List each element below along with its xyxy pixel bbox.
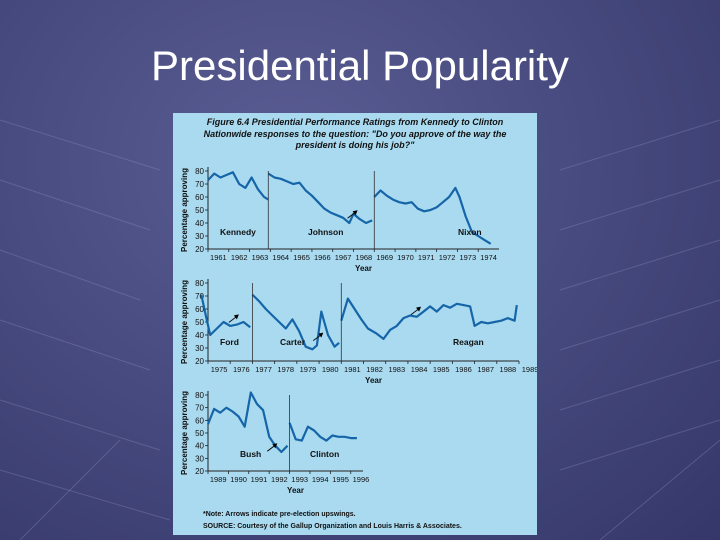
y-tick-label: 60 [195,193,204,202]
pre-election-arrowhead [318,332,324,338]
x-tick-label: 1975 [211,365,228,374]
approval-charts: 20 30 40 50 60 70 80 Percentage approving 1961 19… [180,167,537,495]
series-line-johnson [267,172,373,225]
x-tick-label: 1991 [251,475,268,484]
x-tick-label: 1972 [439,253,456,262]
x-tick-label: 1966 [314,253,331,262]
y-axis-label: Percentage approving [180,280,189,364]
x-tick-label: 1961 [210,253,227,262]
figure-caption: Figure 6.4 Presidential Performance Rati… [206,117,504,127]
y-tick-label: 50 [195,318,204,327]
y-tick-label: 30 [195,344,204,353]
series-label-johnson: Johnson [308,227,343,237]
x-tick-label: 1968 [356,253,373,262]
x-tick-label: 1989 [522,365,537,374]
x-tick-label: 1983 [388,365,405,374]
series-label-carter: Carter [280,337,306,347]
x-tick-label: 1990 [230,475,247,484]
figure-panel: Figure 6.4 Presidential Performance Rati… [173,113,537,535]
series-label-kennedy: Kennedy [220,227,256,237]
x-tick-label: 1993 [291,475,308,484]
x-tick-label: 1978 [277,365,294,374]
x-tick-label: 1963 [252,253,269,262]
y-tick-label: 70 [195,180,204,189]
figure-source: SOURCE: Courtesy of the Gallup Organizat… [203,523,462,530]
y-tick-label: 80 [195,167,204,176]
x-tick-label: 1986 [455,365,472,374]
x-axis-label: Year [355,264,372,273]
series-line-reagan [340,297,518,340]
x-axis-label: Year [365,376,382,385]
series-line-clinton [288,422,357,442]
series-line-nixon [373,186,492,245]
series-label-ford: Ford [220,337,239,347]
x-tick-label: 1977 [255,365,272,374]
x-tick-label: 1989 [210,475,227,484]
pre-election-arrowhead [233,314,239,320]
x-tick-label: 1985 [433,365,450,374]
x-axis-label: Year [287,486,304,495]
y-tick-label: 80 [195,279,204,288]
x-tick-label: 1996 [353,475,370,484]
pre-election-arrowhead [352,210,358,216]
pre-election-arrowhead [272,443,278,449]
y-tick-label: 30 [195,454,204,463]
figure-note: *Note: Arrows indicate pre-election upsw… [203,511,356,518]
y-axis-label: Percentage approving [180,391,189,475]
x-tick-label: 1962 [231,253,248,262]
figure-caption-question: Nationwide responses to the question: "D… [203,129,507,139]
x-tick-label: 1981 [344,365,361,374]
series-line-kennedy [207,171,269,201]
series-line-bush [206,391,289,454]
y-axis-label: Percentage approving [180,168,189,252]
y-tick-label: 20 [195,467,204,476]
y-tick-label: 60 [195,416,204,425]
figure-caption-question-end: president is doing his job?" [295,140,415,150]
series-label-nixon: Nixon [458,227,482,237]
y-tick-label: 60 [195,305,204,314]
x-tick-label: 1982 [366,365,383,374]
x-tick-label: 1992 [271,475,288,484]
y-tick-label: 70 [195,292,204,301]
y-tick-label: 20 [195,245,204,254]
x-tick-label: 1965 [293,253,310,262]
y-tick-label: 30 [195,232,204,241]
y-tick-label: 50 [195,206,204,215]
series-label-clinton: Clinton [310,449,339,459]
x-tick-label: 1980 [322,365,339,374]
x-tick-label: 1969 [376,253,393,262]
x-tick-label: 1973 [459,253,476,262]
y-tick-label: 40 [195,219,204,228]
y-tick-label: 40 [195,442,204,451]
y-tick-label: 20 [195,357,204,366]
series-label-reagan: Reagan [453,337,484,347]
y-tick-label: 80 [195,391,204,400]
slide-title: Presidential Popularity [151,42,569,89]
x-tick-label: 1970 [397,253,414,262]
x-tick-label: 1979 [300,365,317,374]
series-line-ford [200,294,251,337]
x-tick-label: 1971 [418,253,435,262]
x-tick-label: 1987 [477,365,494,374]
x-tick-label: 1967 [335,253,352,262]
x-tick-label: 1995 [332,475,349,484]
y-tick-label: 70 [195,404,204,413]
x-tick-label: 1994 [312,475,329,484]
y-tick-label: 40 [195,331,204,340]
x-tick-label: 1984 [411,365,428,374]
y-tick-label: 50 [195,429,204,438]
x-tick-label: 1988 [500,365,517,374]
series-line-carter [251,293,340,351]
pre-election-arrowhead [416,306,422,312]
x-tick-label: 1976 [233,365,250,374]
x-tick-label: 1974 [480,253,497,262]
series-label-bush: Bush [240,449,261,459]
x-tick-label: 1964 [272,253,289,262]
